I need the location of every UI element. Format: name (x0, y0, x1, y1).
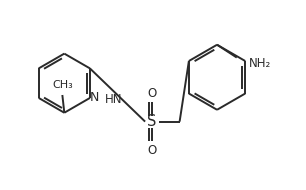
Text: O: O (147, 86, 157, 100)
Text: NH₂: NH₂ (249, 57, 271, 70)
Text: S: S (147, 114, 157, 129)
Text: N: N (90, 91, 99, 105)
Text: O: O (147, 144, 157, 157)
Text: HN: HN (105, 93, 123, 106)
Text: CH₃: CH₃ (52, 80, 73, 90)
